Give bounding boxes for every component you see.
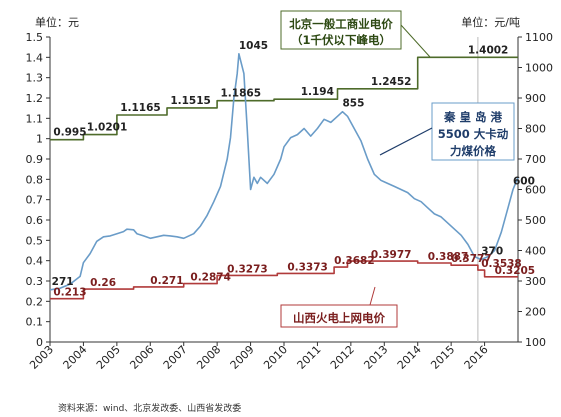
source-note: 资料来源：wind、北京发改委、山西省发改委	[58, 402, 241, 414]
x-tick-label: 2006	[127, 343, 156, 372]
beijing-data-label: 1.1165	[120, 102, 161, 114]
beijing-data-label: 1.4002	[468, 44, 509, 56]
legend-coal-text: 秦 皇 岛 港	[443, 110, 503, 124]
left-tick-label: 0.9	[26, 153, 44, 166]
x-tick-label: 2008	[194, 343, 223, 372]
x-tick-label: 2003	[27, 343, 56, 372]
left-unit-label: 单位：元	[35, 15, 79, 29]
legend-shanxi-pointer	[369, 286, 376, 306]
shanxi-data-label: 0.213	[53, 287, 86, 299]
right-tick-label: 100	[525, 336, 546, 349]
beijing-data-label: 1.1865	[220, 88, 261, 100]
shanxi-data-label: 0.3777	[451, 253, 492, 265]
legend-shanxi-text: 山西火电上网电价	[293, 311, 385, 325]
beijing-data-label: 1.194	[301, 86, 334, 98]
coal-data-label: 600	[513, 176, 535, 188]
left-tick-label: 0.3	[26, 275, 44, 288]
shanxi-data-label: 0.271	[150, 275, 183, 287]
legend-beijing-box	[280, 10, 402, 50]
left-tick-label: 0.2	[26, 295, 44, 308]
coal-data-label: 855	[343, 98, 365, 110]
right-tick-label: 900	[525, 92, 546, 105]
shanxi-data-label: 0.3373	[287, 261, 328, 273]
shanxi-data-label: 0.3273	[227, 263, 268, 275]
left-tick-label: 1.4	[26, 51, 44, 64]
legend-beijing-text: （1千伏以下峰电）	[291, 33, 391, 47]
shanxi-data-label: 0.2874	[190, 272, 231, 284]
left-tick-label: 0.5	[26, 234, 44, 247]
series-line-coal-price	[49, 53, 519, 291]
right-tick-label: 400	[525, 245, 546, 258]
x-tick-label: 2012	[328, 343, 357, 372]
left-tick-label: 0.6	[26, 214, 44, 227]
beijing-data-label: 1.2452	[371, 76, 412, 88]
left-tick-label: 1.2	[26, 92, 44, 105]
left-tick-label: 1.1	[26, 112, 44, 125]
shanxi-data-label: 0.3205	[495, 265, 536, 277]
right-tick-label: 500	[525, 214, 546, 227]
right-unit-label: 单位：元/吨	[461, 15, 520, 29]
left-tick-label: 0.7	[26, 194, 44, 207]
x-tick-label: 2014	[395, 343, 424, 372]
x-tick-label: 2013	[361, 343, 390, 372]
coal-data-label: 1045	[239, 40, 268, 52]
series-line-shanxi-price	[50, 260, 518, 300]
legend-beijing-text: 北京一般工商业电价	[289, 17, 393, 31]
coal-data-label: 370	[481, 246, 503, 258]
shanxi-data-label: 0.26	[90, 277, 116, 289]
x-tick-label: 2007	[161, 343, 190, 372]
shanxi-data-label: 0.3682	[334, 255, 375, 267]
left-tick-label: 1.3	[26, 72, 44, 85]
right-tick-label: 300	[525, 275, 546, 288]
legend-shanxi-box	[280, 304, 398, 328]
shanxi-data-label: 0.3887	[428, 251, 469, 263]
left-tick-label: 1	[36, 133, 43, 146]
left-tick-label: 0	[36, 336, 43, 349]
x-tick-label: 2005	[94, 343, 123, 372]
legend-coal-pointer	[379, 127, 433, 156]
legend-coal-text: 力煤价格	[450, 144, 496, 158]
legend-beijing-pointer	[400, 24, 431, 58]
x-tick-label: 2010	[261, 343, 290, 372]
left-tick-label: 0.4	[26, 255, 44, 268]
x-tick-label: 2016	[462, 343, 491, 372]
right-tick-label: 700	[525, 153, 546, 166]
right-tick-label: 800	[525, 123, 546, 136]
right-tick-label: 200	[525, 306, 546, 319]
legend-coal-text: 5500 大卡动	[438, 127, 509, 141]
series-line-beijing-price	[50, 56, 518, 141]
x-tick-label: 2004	[61, 343, 90, 372]
x-tick-label: 2009	[228, 343, 257, 372]
right-tick-label: 1000	[525, 62, 553, 75]
right-tick-label: 1100	[525, 31, 553, 44]
left-tick-label: 1.5	[26, 31, 44, 44]
coal-data-label: 271	[52, 276, 74, 288]
shanxi-data-label: 0.3977	[371, 249, 412, 261]
x-tick-label: 2015	[428, 343, 457, 372]
left-tick-label: 0.8	[26, 173, 44, 186]
beijing-data-label: 0.995	[53, 127, 86, 139]
x-tick-label: 2011	[295, 343, 324, 372]
right-tick-label: 600	[525, 184, 546, 197]
beijing-data-label: 1.0201	[87, 122, 128, 134]
left-tick-label: 0.1	[26, 316, 44, 329]
shanxi-data-label: 0.3538	[481, 258, 522, 270]
legend-coal-box	[431, 102, 515, 161]
beijing-data-label: 1.1515	[170, 95, 211, 107]
